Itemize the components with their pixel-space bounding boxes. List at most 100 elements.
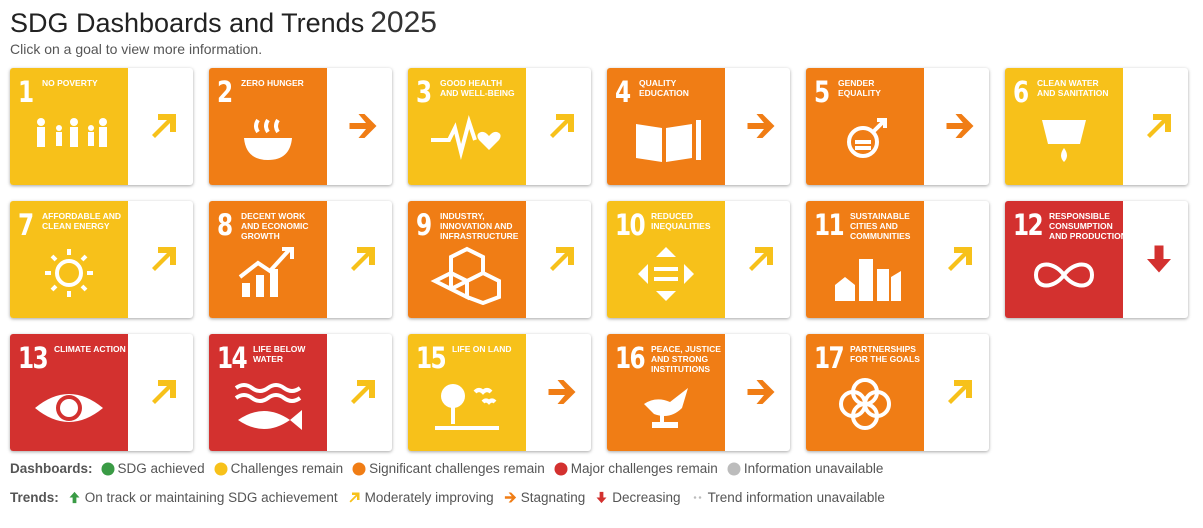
arrow-icon xyxy=(349,492,360,503)
goal-number: 7 xyxy=(18,208,34,242)
goal-icon xyxy=(626,374,706,443)
trend-arrow xyxy=(743,374,779,415)
legend-label: Information unavailable xyxy=(743,461,884,476)
goal-icon xyxy=(29,241,109,310)
trend-legend: Trends: On track or maintaining SDG achie… xyxy=(10,490,894,505)
goal-icon xyxy=(427,241,507,310)
goal-tile: 7 AFFORDABLE AND CLEAN ENERGY xyxy=(10,201,128,318)
trend-arrow xyxy=(942,241,978,282)
goal-number: 10 xyxy=(615,208,646,242)
goal-number: 2 xyxy=(217,75,233,109)
goal-tile: 15 LIFE ON LAND xyxy=(408,334,526,451)
legend-item: Decreasing xyxy=(594,490,681,505)
goal-label: CLIMATE ACTION xyxy=(54,344,126,354)
goal-card[interactable]: 7 AFFORDABLE AND CLEAN ENERGY xyxy=(10,201,193,318)
goal-tile: 8 DECENT WORK AND ECONOMIC GROWTH xyxy=(209,201,327,318)
legend-item: Major challenges remain xyxy=(554,461,718,476)
arrow-icon xyxy=(351,380,375,404)
goal-tile: 9 INDUSTRY, INNOVATION AND INFRASTRUCTURE xyxy=(408,201,526,318)
goal-label: REDUCED INEQUALITIES xyxy=(651,211,711,231)
legend-label: Major challenges remain xyxy=(570,461,718,476)
goal-icon xyxy=(427,108,507,177)
goal-card[interactable]: 10 REDUCED INEQUALITIES xyxy=(607,201,790,318)
goal-label: GENDER EQUALITY xyxy=(838,78,881,98)
legend-swatch xyxy=(352,462,366,475)
goal-label: RESPONSIBLE CONSUMPTION AND PRODUCTION xyxy=(1049,211,1127,241)
goal-number: 13 xyxy=(18,341,49,375)
goal-card[interactable]: 17 PARTNERSHIPS FOR THE GOALS xyxy=(806,334,989,451)
arrow-icon xyxy=(749,247,773,271)
page-title: SDG Dashboards and Trends 2025 xyxy=(10,6,437,40)
goal-label: LIFE BELOW WATER xyxy=(253,344,306,364)
goal-label: QUALITY EDUCATION xyxy=(639,78,689,98)
goal-icon xyxy=(228,241,308,310)
arrow-icon xyxy=(948,380,972,404)
arrow-icon xyxy=(152,380,176,404)
trend-arrow xyxy=(345,108,381,149)
dashboard-legend: Dashboards: SDG achieved Challenges remain… xyxy=(10,461,892,476)
goal-number: 5 xyxy=(814,75,830,109)
arrow-icon xyxy=(152,247,176,271)
legend-label: Challenges remain xyxy=(230,461,344,476)
goal-card[interactable]: 2 ZERO HUNGER xyxy=(209,68,392,185)
arrow-icon xyxy=(747,114,775,138)
goal-label: PEACE, JUSTICE AND STRONG INSTITUTIONS xyxy=(651,344,721,374)
goal-label: DECENT WORK AND ECONOMIC GROWTH xyxy=(241,211,309,241)
goal-tile: 14 LIFE BELOW WATER xyxy=(209,334,327,451)
goal-card[interactable]: 12 RESPONSIBLE CONSUMPTION AND PRODUCTION xyxy=(1005,201,1188,318)
goal-number: 11 xyxy=(814,208,845,242)
goal-icon xyxy=(825,374,905,443)
goal-card[interactable]: 1 NO POVERTY xyxy=(10,68,193,185)
goal-icon xyxy=(228,108,308,177)
legend-item: Challenges remain xyxy=(214,461,344,476)
goal-card[interactable]: 5 GENDER EQUALITY xyxy=(806,68,989,185)
legend-label: Trend information unavailable xyxy=(707,490,885,505)
goal-card[interactable]: 6 CLEAN WATER AND SANITATION xyxy=(1005,68,1188,185)
trend-arrow xyxy=(146,108,182,149)
arrow-icon xyxy=(351,247,375,271)
trend-arrow xyxy=(1141,241,1177,282)
arrow-icon xyxy=(550,114,574,138)
goal-label: SUSTAINABLE CITIES AND COMMUNITIES xyxy=(850,211,911,241)
goal-card[interactable]: 13 CLIMATE ACTION xyxy=(10,334,193,451)
arrow-icon xyxy=(946,114,974,138)
trend-arrow xyxy=(743,108,779,149)
goal-card[interactable]: 16 PEACE, JUSTICE AND STRONG INSTITUTIONS xyxy=(607,334,790,451)
goal-card[interactable]: 11 SUSTAINABLE CITIES AND COMMUNITIES xyxy=(806,201,989,318)
goal-tile: 4 QUALITY EDUCATION xyxy=(607,68,725,185)
arrow-icon xyxy=(747,380,775,404)
icon-graphic xyxy=(45,249,93,297)
legend-swatch xyxy=(101,462,115,475)
goal-number: 17 xyxy=(814,341,845,375)
icon-graphic xyxy=(234,383,302,430)
goal-card[interactable]: 3 GOOD HEALTH AND WELL-BEING xyxy=(408,68,591,185)
goal-label: ZERO HUNGER xyxy=(241,78,304,88)
goal-card[interactable]: 4 QUALITY EDUCATION xyxy=(607,68,790,185)
goal-icon xyxy=(29,374,109,443)
legend-item: Moderately improving xyxy=(347,490,494,505)
arrow-icon xyxy=(152,114,176,138)
goal-card[interactable]: 9 INDUSTRY, INNOVATION AND INFRASTRUCTURE xyxy=(408,201,591,318)
legend-item: Trend information unavailable xyxy=(690,490,885,505)
legend-title: Trends: xyxy=(10,490,59,505)
legend-label: Decreasing xyxy=(612,490,681,505)
goal-number: 15 xyxy=(416,341,447,375)
goal-number: 4 xyxy=(615,75,631,109)
goal-card[interactable]: 8 DECENT WORK AND ECONOMIC GROWTH xyxy=(209,201,392,318)
arrow-icon xyxy=(349,114,377,138)
legend-item: Significant challenges remain xyxy=(352,461,545,476)
trend-arrow xyxy=(345,241,381,282)
goal-number: 1 xyxy=(18,75,34,109)
arrow-icon xyxy=(69,491,80,504)
icon-graphic xyxy=(1033,262,1095,288)
goal-card[interactable]: 15 LIFE ON LAND xyxy=(408,334,591,451)
goal-tile: 16 PEACE, JUSTICE AND STRONG INSTITUTIONS xyxy=(607,334,725,451)
goal-number: 8 xyxy=(217,208,233,242)
goal-card[interactable]: 14 LIFE BELOW WATER xyxy=(209,334,392,451)
goal-label: NO POVERTY xyxy=(42,78,98,88)
goal-icon xyxy=(825,241,905,310)
goal-label: INDUSTRY, INNOVATION AND INFRASTRUCTURE xyxy=(440,211,519,241)
goal-label: AFFORDABLE AND CLEAN ENERGY xyxy=(42,211,122,231)
icon-graphic xyxy=(839,378,891,430)
